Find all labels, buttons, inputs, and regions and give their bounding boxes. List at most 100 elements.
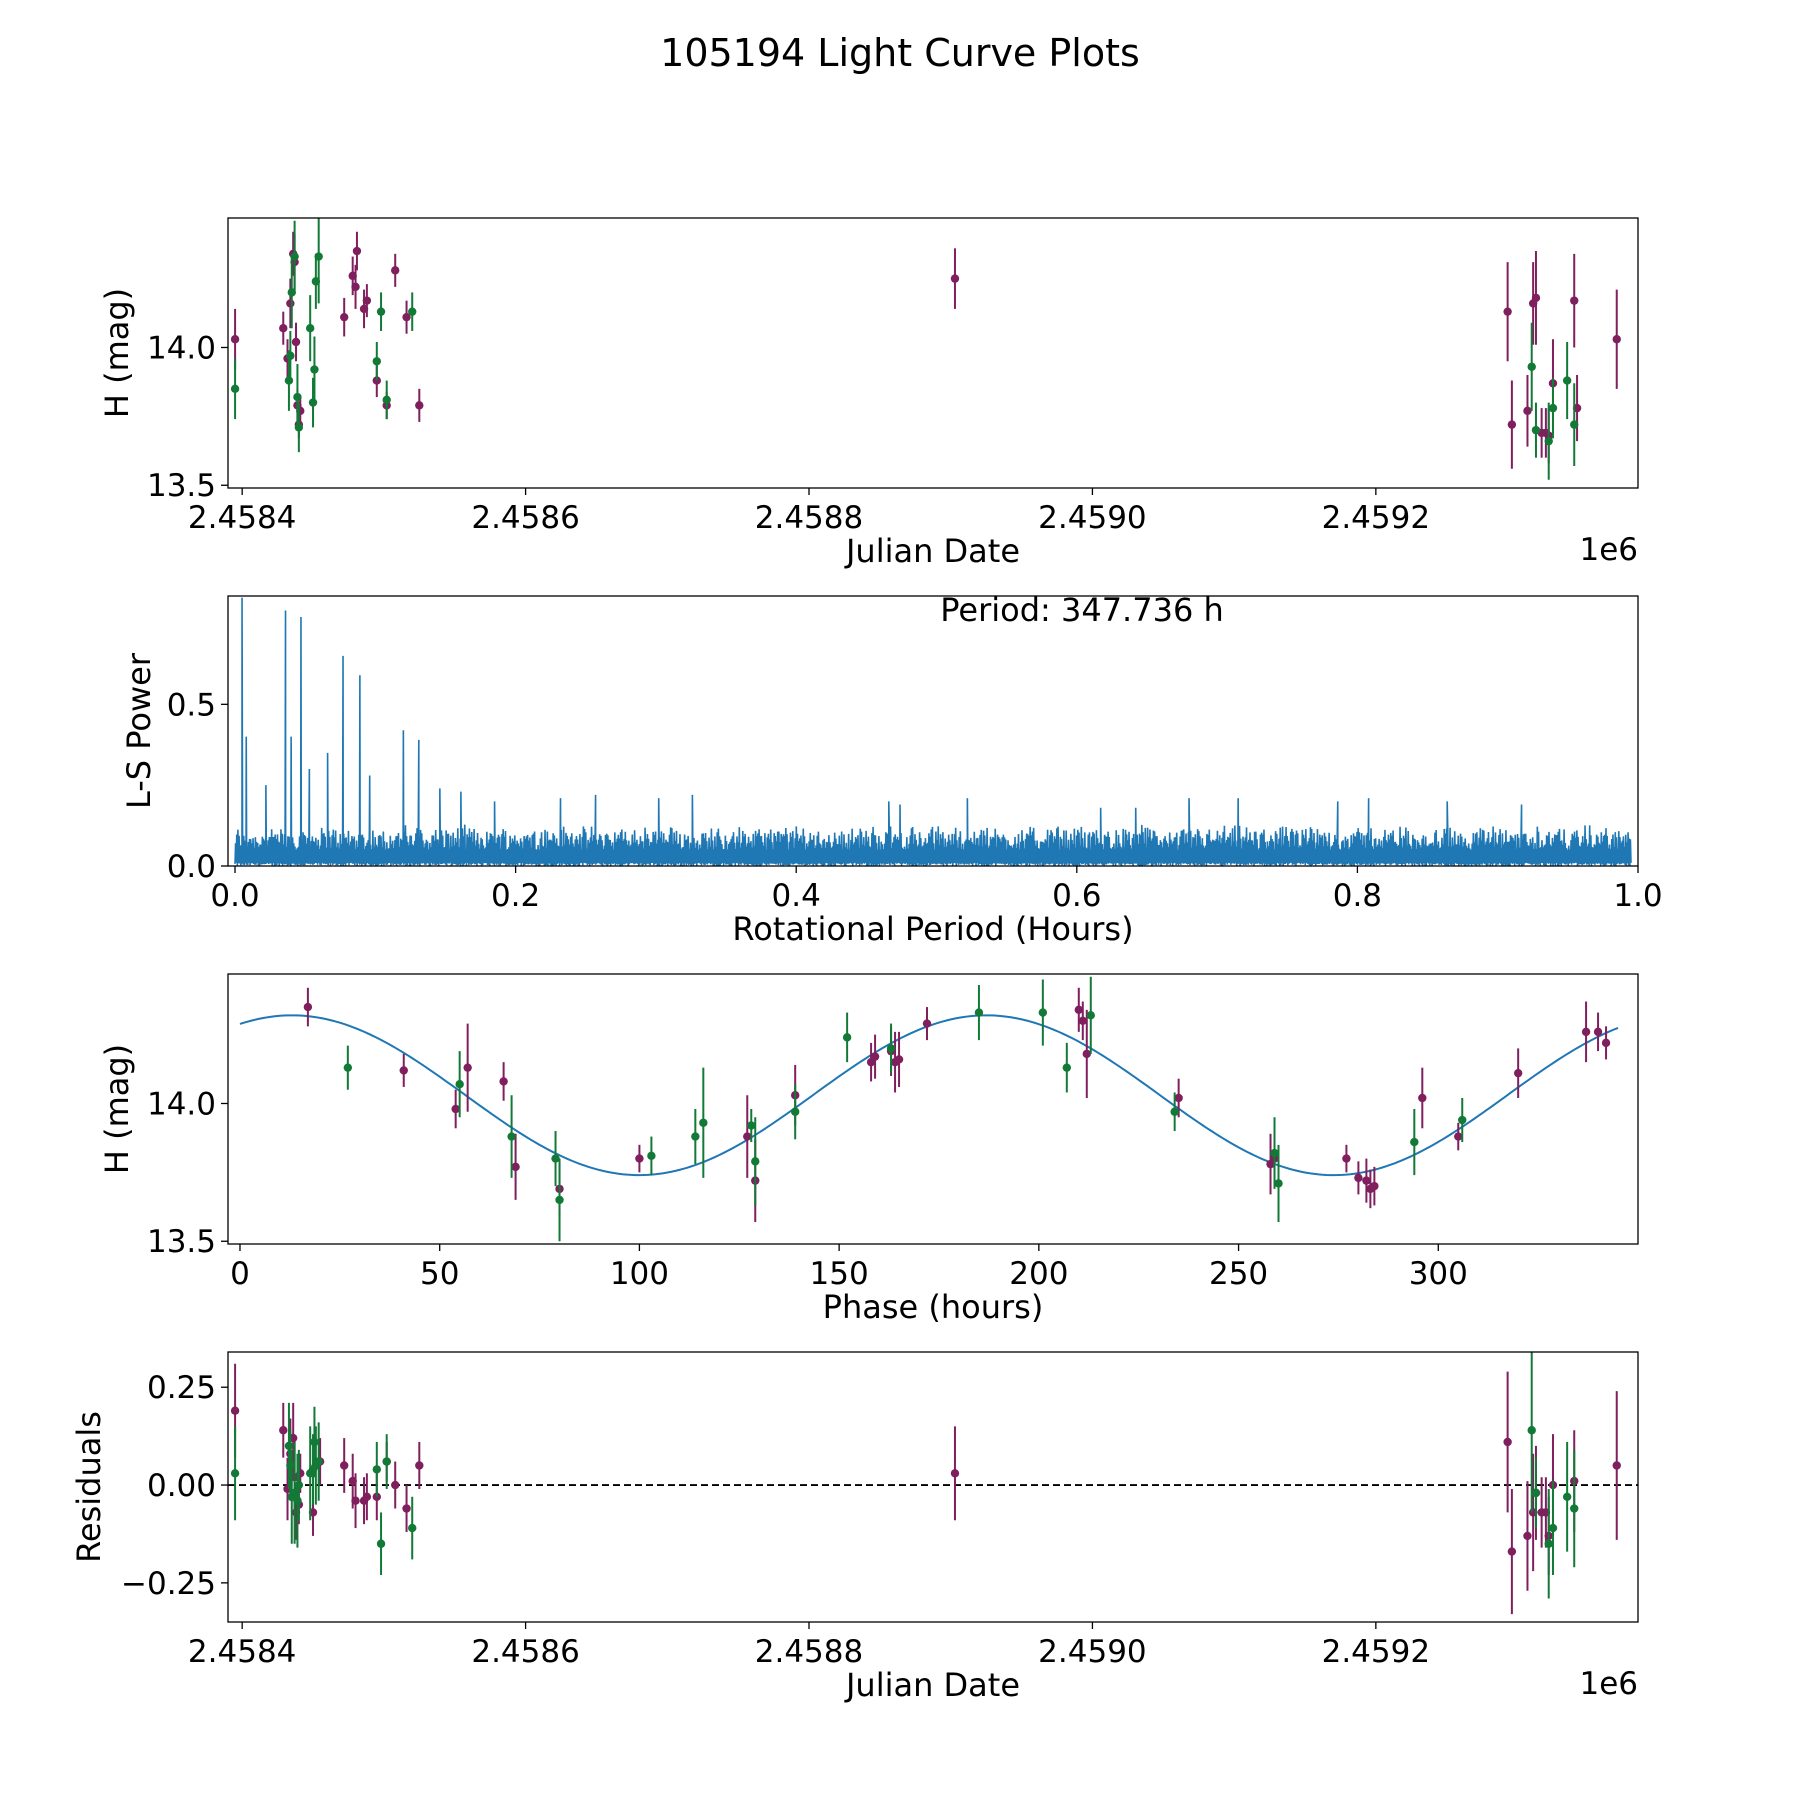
data-point-green [1562,376,1572,385]
data-point-magenta [1531,293,1541,303]
data-point-magenta [1342,1154,1351,1163]
data-point-magenta [870,1052,880,1061]
data-point-magenta [230,1406,240,1415]
x-tick-label: 300 [1409,1256,1468,1292]
data-point-green [1527,1426,1536,1435]
y-tick-label: 13.5 [147,1224,216,1260]
data-point-magenta [362,296,372,305]
data-point-magenta [286,299,295,308]
data-point-green [507,1132,516,1141]
data-point-magenta [950,274,960,283]
data-point-green [290,252,299,261]
light-curve-ylabel: H (mag) [98,288,136,418]
data-point-green [1270,1148,1279,1158]
data-point-magenta [340,1461,349,1470]
phased-curve-ylabel: H (mag) [98,1044,136,1174]
data-point-green [647,1151,656,1161]
data-point-magenta [1601,1038,1611,1048]
data-point-magenta [1362,1176,1371,1185]
x-tick-label: 0.4 [772,878,821,914]
data-point-green [372,1465,381,1474]
data-point-magenta [1503,307,1512,316]
data-point-green [1548,403,1558,413]
data-point-magenta [391,266,400,275]
data-point-green [408,1523,417,1533]
data-point-green [230,1469,240,1478]
data-point-magenta [894,1055,904,1064]
data-point-green [308,398,318,407]
data-point-green [751,1157,760,1166]
data-point-green [382,395,391,405]
data-point-green [372,357,381,366]
residuals-offset-label: 1e6 [1579,1666,1638,1702]
data-point-green [314,1457,323,1466]
residuals-ylabel: Residuals [70,1411,108,1563]
data-point-green [305,324,315,333]
periodogram-frame [227,595,1639,867]
data-point-green [314,252,323,261]
figure-title: 105194 Light Curve Plots [660,31,1140,75]
data-point-green [1562,1492,1572,1501]
x-tick-label: 2.4588 [755,500,863,536]
data-point-magenta [463,1063,472,1072]
x-tick-label: 2.4590 [1038,500,1146,536]
periodogram-line [234,597,1632,866]
data-point-green [286,351,295,360]
residuals-frame [227,1351,1639,1623]
x-tick-label: 0.0 [210,878,259,914]
data-point-magenta [372,1492,381,1501]
x-tick-label: 2.4592 [1322,1634,1430,1670]
data-point-green [1086,1011,1095,1020]
x-tick-label: 100 [610,1256,669,1292]
periodogram-panel: 0.0 0.2 0.4 0.6 0.8 1.0 0.0 0.5 Rotational Peri… [120,591,1663,948]
x-tick-label: 0.6 [1052,878,1101,914]
periodogram-ylabel: L-S Power [120,652,158,809]
y-tick-label: −0.25 [121,1566,216,1602]
x-tick-label: 250 [1209,1256,1268,1292]
data-point-green [1570,1504,1579,1513]
data-point-magenta [1612,1461,1621,1470]
x-tick-label: 1.0 [1613,878,1662,914]
data-point-green [555,1195,564,1205]
data-point-magenta [399,1066,408,1075]
data-point-magenta [1454,1132,1463,1141]
data-point-magenta [351,1496,360,1505]
data-point-magenta [1523,1531,1532,1541]
data-point-magenta [391,1480,400,1490]
data-point-magenta [351,282,360,292]
data-point-magenta [499,1077,508,1086]
x-tick-label: 2.4584 [188,500,296,536]
x-tick-label: 2.4586 [471,1634,579,1670]
x-tick-label: 2.4590 [1038,1634,1146,1670]
data-point-magenta [743,1132,752,1141]
data-point-magenta [1507,1547,1517,1556]
x-tick-label: 0 [230,1256,250,1292]
data-point-magenta [451,1104,460,1114]
data-point-green [699,1118,708,1127]
data-point-green [294,1480,304,1490]
data-point-green [1548,1523,1558,1533]
data-point-magenta [303,1002,313,1012]
residuals-xlabel: Julian Date [844,1666,1020,1704]
data-point-green [284,376,294,385]
data-point-magenta [1507,420,1517,429]
x-tick-label: 2.4588 [755,1634,863,1670]
data-point-magenta [1370,1181,1379,1191]
data-point-green [376,1539,386,1548]
data-point-green [455,1080,464,1089]
x-tick-label: 2.4586 [471,500,579,536]
data-point-magenta [922,1019,932,1028]
data-point-green [1527,362,1536,371]
data-point-green [1531,1488,1541,1498]
data-point-green [1170,1107,1179,1116]
x-tick-label: 2.4584 [188,1634,296,1670]
data-point-magenta [415,401,424,410]
data-point-magenta [279,324,288,333]
data-point-green [974,1008,984,1017]
data-point-magenta [1593,1027,1603,1037]
data-point-magenta [1078,1016,1087,1026]
light-curve-frame [227,217,1639,489]
data-point-magenta [511,1162,520,1172]
data-point-magenta [950,1469,960,1478]
